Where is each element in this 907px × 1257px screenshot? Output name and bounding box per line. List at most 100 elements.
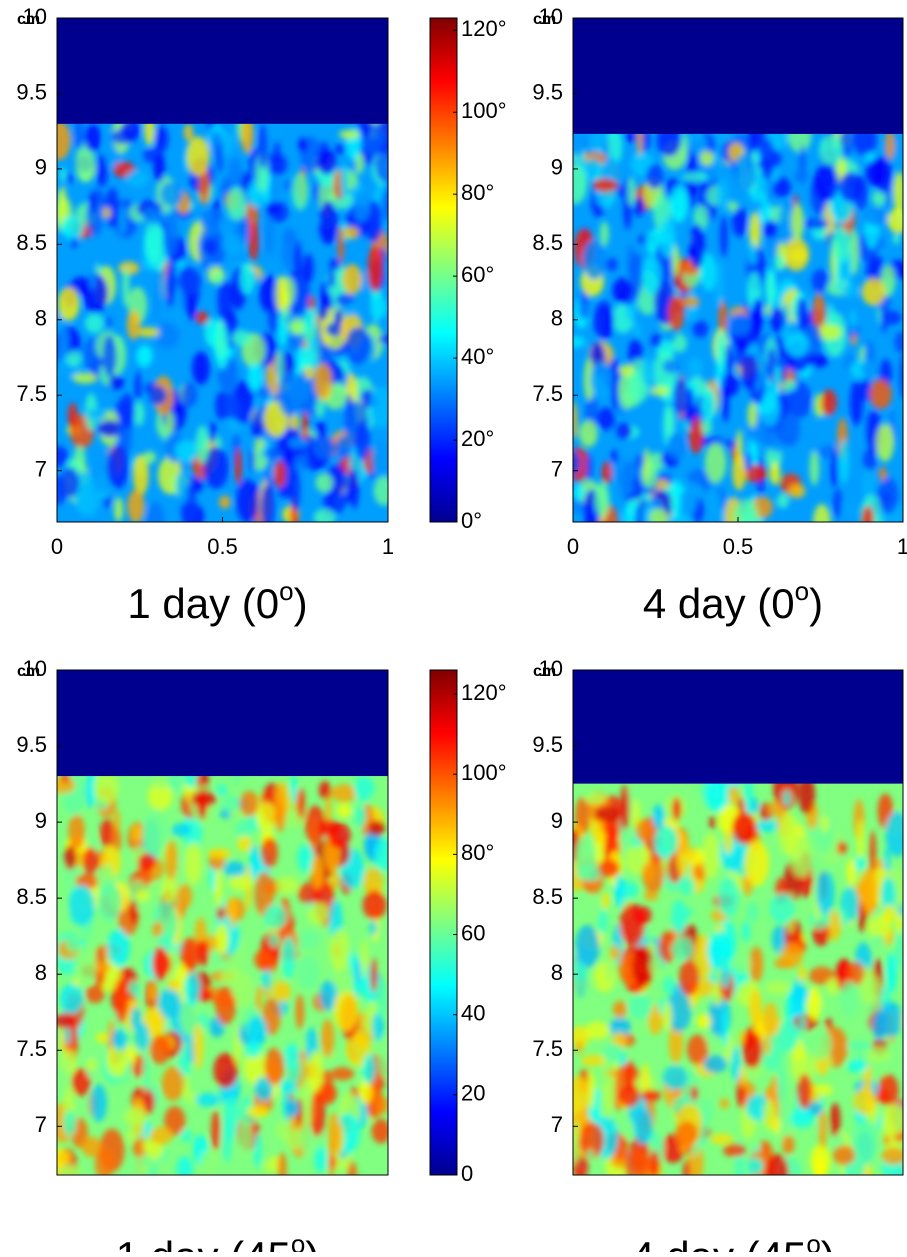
blob bbox=[164, 1105, 186, 1136]
blob bbox=[747, 401, 757, 428]
blob bbox=[893, 171, 903, 214]
blob bbox=[692, 320, 709, 338]
blob bbox=[186, 136, 210, 176]
blob bbox=[132, 454, 149, 496]
blob bbox=[670, 936, 694, 962]
tick-label: 10 bbox=[23, 656, 47, 681]
blob bbox=[295, 994, 305, 1030]
blob bbox=[85, 984, 105, 1004]
texture bbox=[57, 107, 388, 522]
blob bbox=[142, 1007, 167, 1038]
blob bbox=[722, 384, 729, 423]
blob bbox=[161, 1066, 184, 1102]
blob bbox=[791, 204, 805, 241]
blob bbox=[790, 1057, 815, 1084]
blob bbox=[785, 332, 809, 358]
blob bbox=[297, 844, 315, 873]
tick-label: 7.5 bbox=[16, 1036, 47, 1061]
blob bbox=[203, 446, 229, 489]
blob bbox=[333, 989, 359, 1032]
blob bbox=[329, 258, 341, 271]
blob bbox=[111, 1028, 128, 1050]
blob bbox=[892, 233, 901, 245]
blob bbox=[135, 890, 150, 902]
tick-label: 0 bbox=[51, 534, 63, 559]
blob bbox=[337, 225, 345, 264]
blob bbox=[663, 1001, 672, 1031]
blob bbox=[66, 930, 80, 953]
blob bbox=[684, 495, 695, 518]
blob bbox=[372, 1011, 385, 1041]
blob bbox=[83, 847, 99, 875]
blob bbox=[612, 277, 634, 304]
blob bbox=[228, 157, 243, 190]
blob bbox=[881, 1104, 903, 1136]
blob bbox=[623, 199, 632, 230]
blob bbox=[104, 316, 113, 328]
blob bbox=[173, 288, 186, 327]
blob bbox=[579, 1121, 605, 1159]
blob bbox=[262, 968, 271, 990]
blob bbox=[284, 1100, 300, 1117]
blob bbox=[114, 978, 129, 1024]
blob bbox=[58, 185, 67, 228]
blob bbox=[701, 833, 720, 879]
blob bbox=[96, 153, 108, 188]
blob bbox=[808, 966, 835, 985]
tick-label: 9.5 bbox=[532, 732, 563, 757]
blob bbox=[850, 333, 858, 346]
tick-label: 9 bbox=[35, 155, 47, 180]
blob bbox=[255, 985, 262, 1013]
blob bbox=[885, 128, 895, 161]
blob bbox=[120, 119, 141, 141]
blob bbox=[133, 401, 145, 426]
blob bbox=[727, 313, 751, 337]
blob bbox=[260, 484, 275, 522]
blob bbox=[575, 1040, 583, 1054]
tick-label: 1 bbox=[382, 534, 394, 559]
blob bbox=[809, 450, 820, 486]
blob bbox=[835, 256, 844, 294]
blob bbox=[732, 812, 757, 845]
blob bbox=[343, 226, 360, 240]
blob bbox=[601, 892, 610, 910]
blob bbox=[807, 986, 821, 1021]
blob bbox=[583, 357, 595, 401]
blob bbox=[798, 775, 816, 815]
blob bbox=[199, 1149, 222, 1175]
blob bbox=[102, 334, 117, 378]
blob bbox=[353, 805, 367, 828]
blob bbox=[760, 1139, 768, 1158]
blob bbox=[60, 215, 84, 240]
blob bbox=[141, 207, 165, 224]
blob bbox=[678, 958, 700, 996]
blob bbox=[60, 467, 80, 498]
blob bbox=[307, 1050, 323, 1093]
blob bbox=[214, 867, 223, 909]
blob bbox=[284, 1128, 305, 1150]
blob bbox=[222, 232, 244, 256]
blob bbox=[667, 406, 674, 437]
blob bbox=[254, 871, 274, 918]
blob bbox=[869, 830, 877, 876]
blob bbox=[81, 1136, 102, 1158]
blob bbox=[300, 1122, 312, 1155]
blob bbox=[748, 989, 763, 1026]
blob bbox=[86, 1057, 97, 1073]
blob bbox=[73, 117, 85, 151]
blob bbox=[248, 221, 259, 262]
blob bbox=[759, 139, 776, 180]
tick-label: 10 bbox=[23, 4, 47, 29]
blob bbox=[370, 297, 388, 319]
blob bbox=[861, 359, 880, 378]
mask-band bbox=[57, 670, 388, 777]
blob bbox=[64, 845, 77, 871]
blob bbox=[273, 981, 292, 1003]
blob bbox=[683, 1160, 691, 1175]
blob bbox=[746, 901, 759, 923]
blob bbox=[248, 447, 256, 473]
blob bbox=[813, 163, 839, 202]
tick-label: 9.5 bbox=[16, 732, 47, 757]
blob bbox=[295, 929, 320, 949]
blob bbox=[733, 499, 758, 522]
